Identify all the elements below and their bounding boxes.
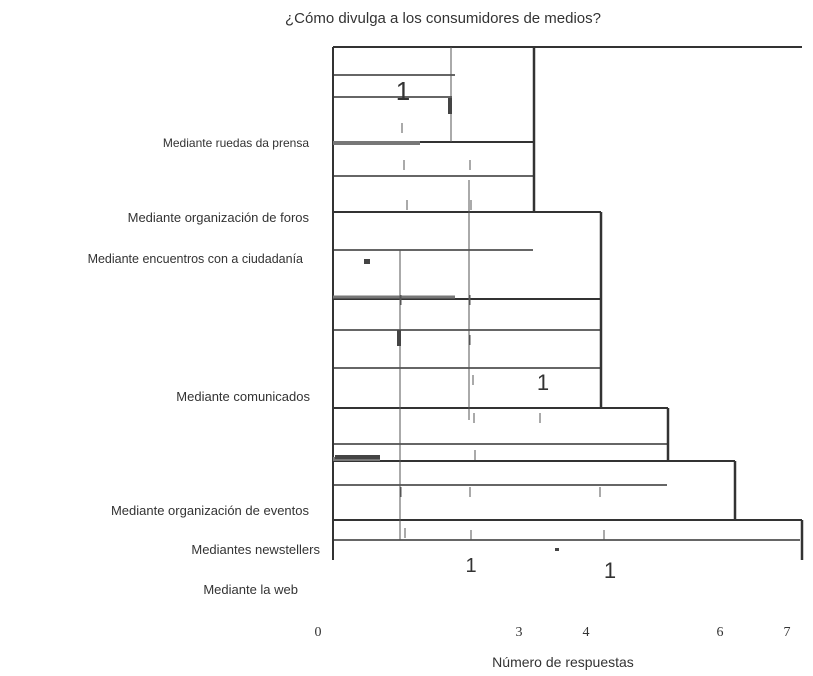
category-label: Mediantes newstellers [191, 542, 320, 557]
category-label: Mediante organización de eventos [111, 503, 310, 518]
category-label: Mediante encuentros con a ciudadanía [88, 252, 303, 266]
x-tick-label: 4 [583, 625, 590, 640]
bar-4 [333, 298, 603, 408]
bar-2 [333, 141, 536, 212]
plot-frame [332, 46, 802, 560]
stray-numeral: 1 [465, 555, 476, 577]
ink-blob [555, 548, 559, 551]
x-tick-label: 3 [516, 625, 523, 640]
ink-blob [448, 98, 452, 114]
category-labels: Mediante ruedas da prensa Mediante organi… [88, 136, 321, 597]
x-axis-label: Número de respuestas [492, 654, 634, 670]
scan-artifacts: 1 1 1 1 [333, 47, 800, 583]
x-tick-label: 6 [717, 625, 724, 640]
stray-numeral: 1 [604, 558, 616, 583]
stray-numeral: 1 [396, 76, 410, 106]
ink-blob [335, 455, 380, 459]
bar-3 [333, 211, 603, 299]
category-label: Mediante la web [203, 582, 298, 597]
category-label: Mediante ruedas da prensa [163, 136, 309, 150]
stray-numeral: 1 [537, 370, 549, 395]
bar-5 [333, 407, 670, 461]
ink-blob [364, 259, 370, 264]
category-label: Mediante comunicados [176, 389, 310, 404]
ink-blob [397, 330, 401, 346]
bar-6 [333, 460, 737, 520]
bar-1 [333, 46, 536, 142]
x-axis-ticks: 0 3 4 6 7 [315, 625, 791, 640]
x-tick-label: 0 [315, 625, 322, 640]
chart-title: ¿Cómo divulga a los consumidores de medi… [285, 10, 601, 27]
bar-7 [333, 519, 804, 560]
bar-series [333, 46, 804, 560]
category-label: Mediante organización de foros [128, 210, 310, 225]
x-tick-label: 7 [784, 625, 791, 640]
